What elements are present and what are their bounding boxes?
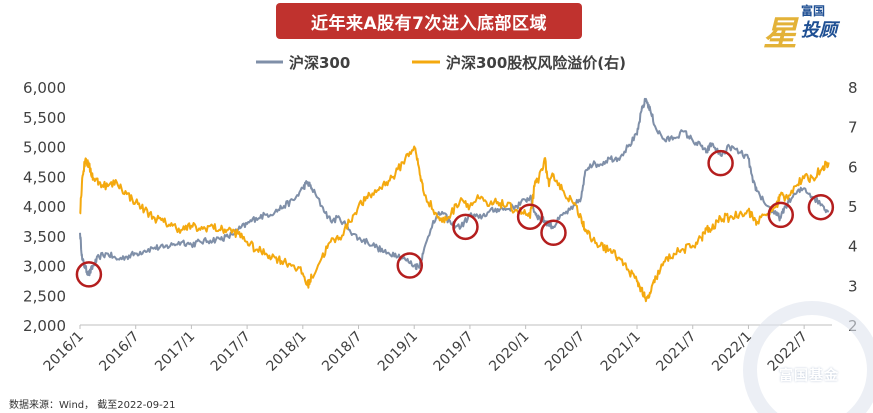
- bottom-zone-marker: [707, 149, 734, 177]
- watermark-ring-icon: [743, 301, 873, 413]
- y-left-tick-label: 2,000: [23, 317, 66, 335]
- bottom-zone-marker: [396, 252, 424, 279]
- legend-label-csi300: 沪深300: [289, 54, 350, 72]
- logo-star-mark: 星: [763, 14, 797, 54]
- y-right-tick-label: 3: [848, 277, 858, 295]
- bottom-zone-marker: [75, 261, 103, 288]
- y-left-tick-label: 4,000: [23, 198, 66, 216]
- x-tick-label: 2021/7: [653, 329, 699, 375]
- y-left-tick-label: 2,500: [23, 287, 66, 305]
- y-left-tick-label: 5,000: [23, 139, 66, 157]
- logo-company: 富国: [801, 4, 826, 18]
- y-right-tick-label: 7: [848, 119, 858, 137]
- series-line-risk-premium: [79, 145, 830, 303]
- watermark-text: 富国基金: [779, 368, 839, 384]
- y-left-tick-label: 5,500: [23, 109, 66, 127]
- x-tick-label: 2018/1: [263, 329, 309, 375]
- x-tick-label: 2019/7: [431, 329, 477, 375]
- y-right-tick-label: 5: [848, 198, 858, 216]
- bottom-zone-marker: [516, 203, 544, 230]
- x-tick-label: 2019/1: [375, 329, 421, 375]
- x-tick-label: 2020/7: [542, 329, 588, 375]
- data-source-note: 数据来源：Wind， 截至2022-09-21: [9, 400, 176, 411]
- x-tick-label: 2020/1: [486, 329, 532, 375]
- bottom-zone-marker: [807, 193, 835, 221]
- x-tick-label: 2017/1: [152, 329, 198, 375]
- brand-logo: 星 富国 投顾: [759, 0, 859, 54]
- x-tick-label: 2017/7: [208, 329, 254, 375]
- y-right-tick-label: 8: [848, 79, 858, 97]
- y-left-tick-label: 3,000: [23, 258, 66, 276]
- y-right-tick-label: 6: [848, 158, 858, 176]
- logo-name: 投顾: [801, 20, 837, 41]
- y-left-tick-label: 3,500: [23, 228, 66, 246]
- y-left-tick-label: 6,000: [23, 79, 66, 97]
- bottom-zone-marker: [452, 213, 479, 241]
- y-left-tick-label: 4,500: [23, 168, 66, 186]
- x-tick-label: 2016/1: [41, 329, 87, 375]
- bottom-zone-marker: [767, 201, 795, 229]
- x-tick-label: 2021/1: [598, 329, 644, 375]
- y-right-tick-label: 4: [848, 238, 858, 256]
- legend-label-risk-premium: 沪深300股权风险溢价(右): [446, 54, 626, 72]
- series-line-csi300: [79, 97, 830, 277]
- x-tick-label: 2018/7: [319, 329, 365, 375]
- chart-title: 近年来A股有7次进入底部区域: [276, 3, 582, 39]
- bottom-zone-marker: [540, 219, 567, 247]
- x-tick-label: 2016/7: [96, 329, 142, 375]
